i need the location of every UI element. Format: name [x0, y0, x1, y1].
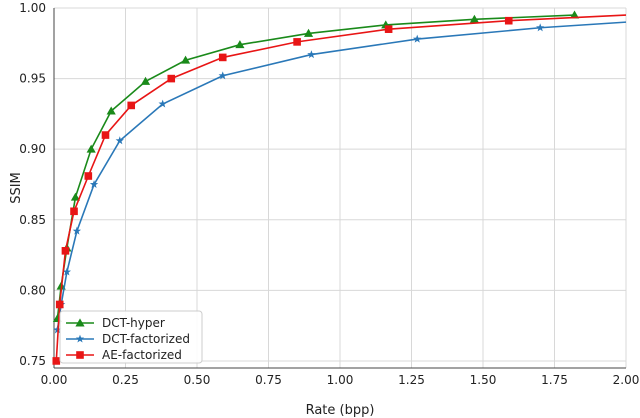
data-point-square: [167, 74, 176, 83]
data-point-square: [70, 207, 78, 216]
data-point-star: [72, 226, 82, 235]
data-point-square: [61, 247, 70, 255]
x-tick-label: 1.00: [327, 373, 354, 387]
series-line: [56, 21, 627, 330]
data-point-triangle: [86, 144, 96, 153]
data-point-star: [536, 23, 545, 32]
data-point-triangle: [140, 76, 151, 85]
data-point-triangle: [75, 318, 85, 327]
tick-labels: 0.00 0.25 0.50 0.75 1.00 1.25 1.50 1.75 2.00 0.75…: [19, 1, 639, 387]
x-tick-label: 1.50: [470, 373, 497, 387]
legend-label: AE-factorized: [102, 348, 182, 362]
data-point-star: [218, 71, 227, 80]
series-ae-factorized: [52, 14, 627, 365]
data-point-square: [218, 53, 227, 62]
data-point-triangle: [303, 28, 314, 37]
legend-box: [59, 310, 203, 364]
x-tick-label: 1.75: [541, 373, 568, 387]
series-dct-hyper: [52, 10, 580, 323]
x-tick-label: 0.50: [184, 373, 211, 387]
data-point-star: [115, 136, 124, 145]
data-point-star: [158, 99, 167, 108]
legend-item: DCT-hyper: [66, 316, 165, 330]
data-point-square: [127, 101, 136, 110]
data-point-square: [384, 25, 393, 33]
x-tick-label: 2.00: [613, 373, 640, 387]
legend-item: AE-factorized: [66, 348, 182, 362]
data-point-star: [62, 267, 72, 276]
data-point-star: [307, 50, 316, 59]
legend: DCT-hyper DCT-factorized AE-factorized: [59, 310, 203, 364]
data-point-triangle: [70, 192, 81, 201]
data-point-square: [504, 16, 513, 25]
y-tick-label: 0.75: [19, 354, 46, 368]
data-point-triangle: [569, 10, 580, 19]
y-tick-label: 0.90: [19, 142, 46, 156]
y-tick-label: 0.95: [19, 72, 46, 86]
x-tick-label: 1.25: [398, 373, 425, 387]
legend-item: DCT-factorized: [66, 332, 190, 346]
data-point-star: [75, 334, 85, 343]
series-line: [56, 14, 575, 319]
data-point-square: [101, 131, 110, 139]
data-point-star: [89, 180, 99, 189]
x-tick-label: 0.25: [112, 373, 139, 387]
x-tick-label: 0.75: [255, 373, 282, 387]
series-group: [52, 10, 627, 365]
x-axis-title: Rate (bpp): [306, 403, 375, 418]
data-point-star: [413, 34, 422, 43]
y-tick-label: 1.00: [19, 1, 46, 15]
axes: [53, 8, 626, 369]
data-point-square: [84, 172, 93, 180]
data-point-triangle: [469, 14, 480, 23]
data-point-square: [76, 351, 84, 359]
data-point-square: [293, 38, 301, 46]
y-tick-label: 0.85: [19, 213, 46, 227]
legend-label: DCT-hyper: [102, 316, 165, 330]
x-tick-label: 0.00: [41, 373, 68, 387]
data-point-triangle: [106, 106, 116, 115]
y-axis-title: SSIM: [9, 172, 24, 204]
legend-label: DCT-factorized: [102, 332, 190, 346]
data-point-square: [55, 300, 64, 309]
data-point-square: [52, 357, 61, 365]
grid: [53, 7, 627, 368]
y-tick-label: 0.80: [19, 283, 46, 297]
data-point-triangle: [235, 40, 245, 49]
series-line: [55, 14, 627, 361]
data-point-triangle: [180, 55, 191, 64]
